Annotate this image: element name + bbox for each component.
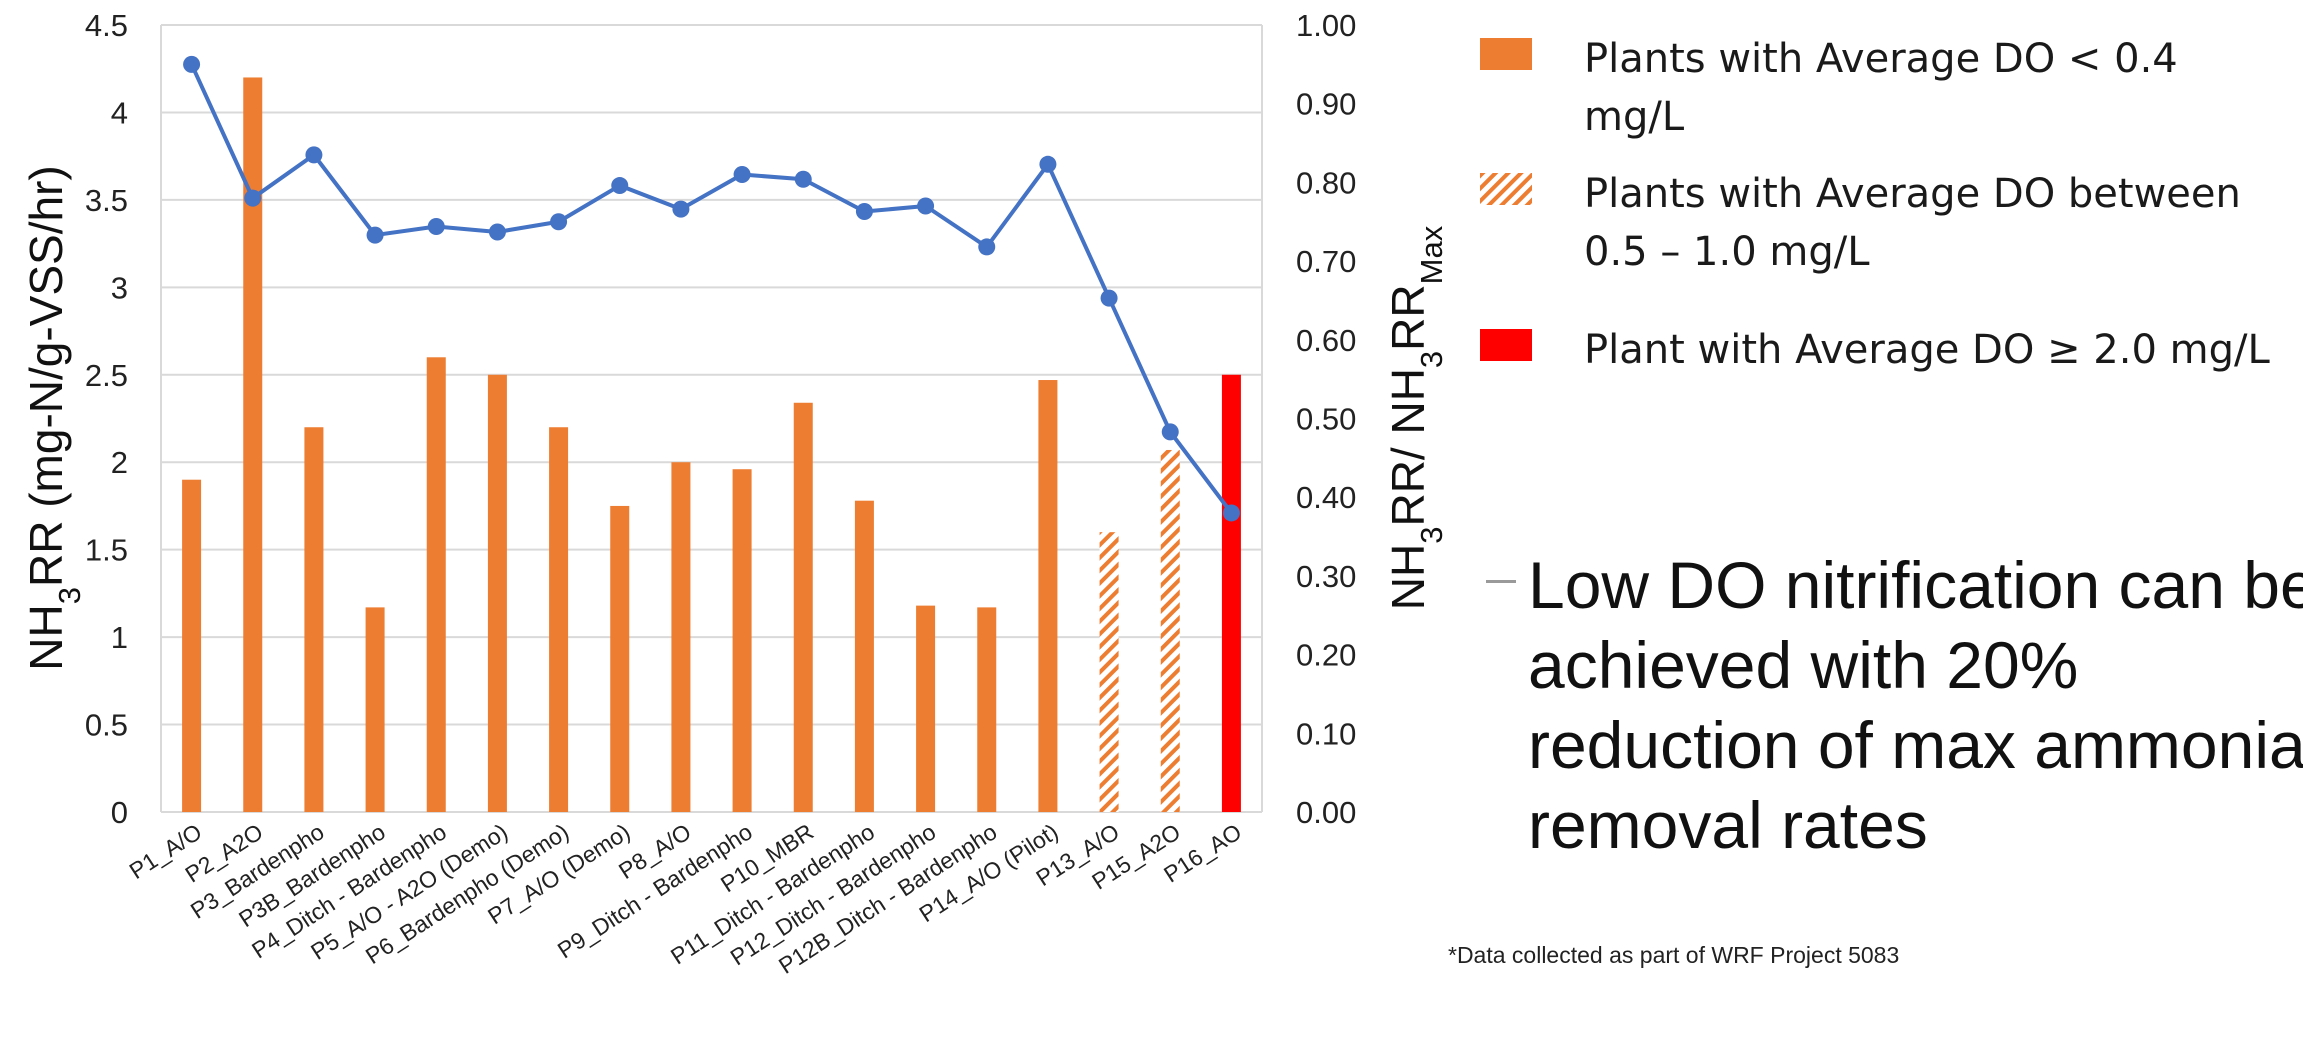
- right-tick-label: 0.00: [1296, 795, 1356, 830]
- right-axis-ticks: 0.00 0.10 0.20 0.30 0.40 0.50 0.60 0.70 0.80 0.90…: [1296, 8, 1356, 830]
- right-tick-label: 0.80: [1296, 165, 1356, 200]
- left-tick-label: 0: [111, 795, 128, 830]
- legend-item-high-do: Plant with Average DO ≥ 2.0 mg/L: [1480, 321, 2284, 379]
- left-tick-label: 3.5: [85, 183, 128, 218]
- right-tick-label: 0.30: [1296, 559, 1356, 594]
- combo-chart: 0 0.5 1 1.5 2 2.5 3 3.5 4 4.5 0.00 0.10 0.20 0.30 0.4…: [20, 8, 1449, 979]
- ratio-point: [1039, 155, 1057, 173]
- legend-item-mid-do: Plants with Average DO between 0.5 – 1.0…: [1480, 165, 2284, 281]
- ratio-point: [1222, 504, 1240, 522]
- left-tick-label: 0.5: [85, 708, 128, 743]
- ratio-point: [305, 146, 323, 164]
- bar: [1038, 380, 1058, 812]
- bar: [671, 462, 691, 812]
- bar: [793, 402, 813, 812]
- left-tick-label: 4.5: [85, 8, 128, 43]
- ratio-point: [733, 166, 751, 184]
- bar: [426, 357, 446, 812]
- ratio-point: [794, 170, 812, 188]
- bar: [916, 605, 936, 812]
- footnote: *Data collected as part of WRF Project 5…: [1448, 942, 1900, 968]
- ratio-point: [1161, 423, 1179, 441]
- ratio-point: [1100, 289, 1118, 307]
- left-axis-ticks: 0 0.5 1 1.5 2 2.5 3 3.5 4 4.5: [85, 8, 128, 830]
- ratio-point: [244, 189, 262, 207]
- legend-swatch-hatched-orange: [1480, 173, 1532, 205]
- bar: [1221, 374, 1241, 812]
- legend-label: Plants with Average DO between 0.5 – 1.0…: [1584, 171, 2241, 275]
- bar: [304, 427, 324, 812]
- bar: [732, 469, 752, 812]
- ratio-line: [189, 63, 1234, 515]
- ratio-point: [550, 213, 568, 231]
- bar: [549, 427, 569, 812]
- ratio-point: [427, 217, 445, 235]
- legend-swatch-solid-red: [1480, 329, 1532, 361]
- ratio-point: [611, 177, 629, 195]
- dash-bullet: [1486, 580, 1516, 583]
- left-tick-label: 4: [111, 95, 128, 130]
- axis-titles: NH3RR (mg-N/g-VSS/hr) NH3RR/ NH3RRMax: [20, 165, 1449, 670]
- bar: [365, 607, 385, 812]
- right-tick-label: 0.90: [1296, 87, 1356, 122]
- legend-label: Plants with Average DO < 0.4 mg/L: [1584, 36, 2178, 140]
- callout-text: Low DO nitrification can be achieved wit…: [1528, 548, 2303, 862]
- right-tick-label: 0.50: [1296, 402, 1356, 437]
- right-axis-title: NH3RR/ NH3RRMax: [1382, 225, 1449, 610]
- right-tick-label: 1.00: [1296, 8, 1356, 43]
- ratio-point: [855, 203, 873, 221]
- bar: [182, 479, 202, 812]
- left-tick-label: 1.5: [85, 533, 128, 568]
- ratio-point: [183, 55, 201, 73]
- right-tick-label: 0.60: [1296, 323, 1356, 358]
- x-axis-labels: P1_A/OP2_A2OP3_BardenphoP3B_BardenphoP4_…: [125, 818, 1247, 978]
- left-tick-label: 3: [111, 270, 128, 305]
- ratio-point: [488, 223, 506, 241]
- bar: [854, 500, 874, 812]
- bar: [610, 505, 630, 812]
- left-tick-label: 2: [111, 445, 128, 480]
- legend-item-low-do: Plants with Average DO < 0.4 mg/L: [1480, 30, 2284, 146]
- gridlines: [160, 24, 1263, 813]
- right-tick-label: 0.70: [1296, 244, 1356, 279]
- bar: [243, 77, 263, 812]
- left-tick-label: 1: [111, 620, 128, 655]
- bar: [487, 374, 507, 812]
- ratio-point: [978, 238, 996, 256]
- right-tick-label: 0.20: [1296, 638, 1356, 673]
- right-tick-label: 0.40: [1296, 480, 1356, 515]
- left-axis-title: NH3RR (mg-N/g-VSS/hr): [20, 165, 87, 670]
- ratio-point: [917, 197, 935, 215]
- bar: [977, 607, 997, 812]
- bar: [1099, 532, 1119, 812]
- ratio-point: [366, 226, 384, 244]
- legend-label: Plant with Average DO ≥ 2.0 mg/L: [1584, 327, 2270, 373]
- line-series: [183, 55, 1240, 522]
- legend-swatch-solid-orange: [1480, 38, 1532, 70]
- left-tick-label: 2.5: [85, 358, 128, 393]
- ratio-point: [672, 200, 690, 218]
- bar: [1160, 449, 1180, 812]
- right-tick-label: 0.10: [1296, 716, 1356, 751]
- bar-series: [182, 77, 1241, 812]
